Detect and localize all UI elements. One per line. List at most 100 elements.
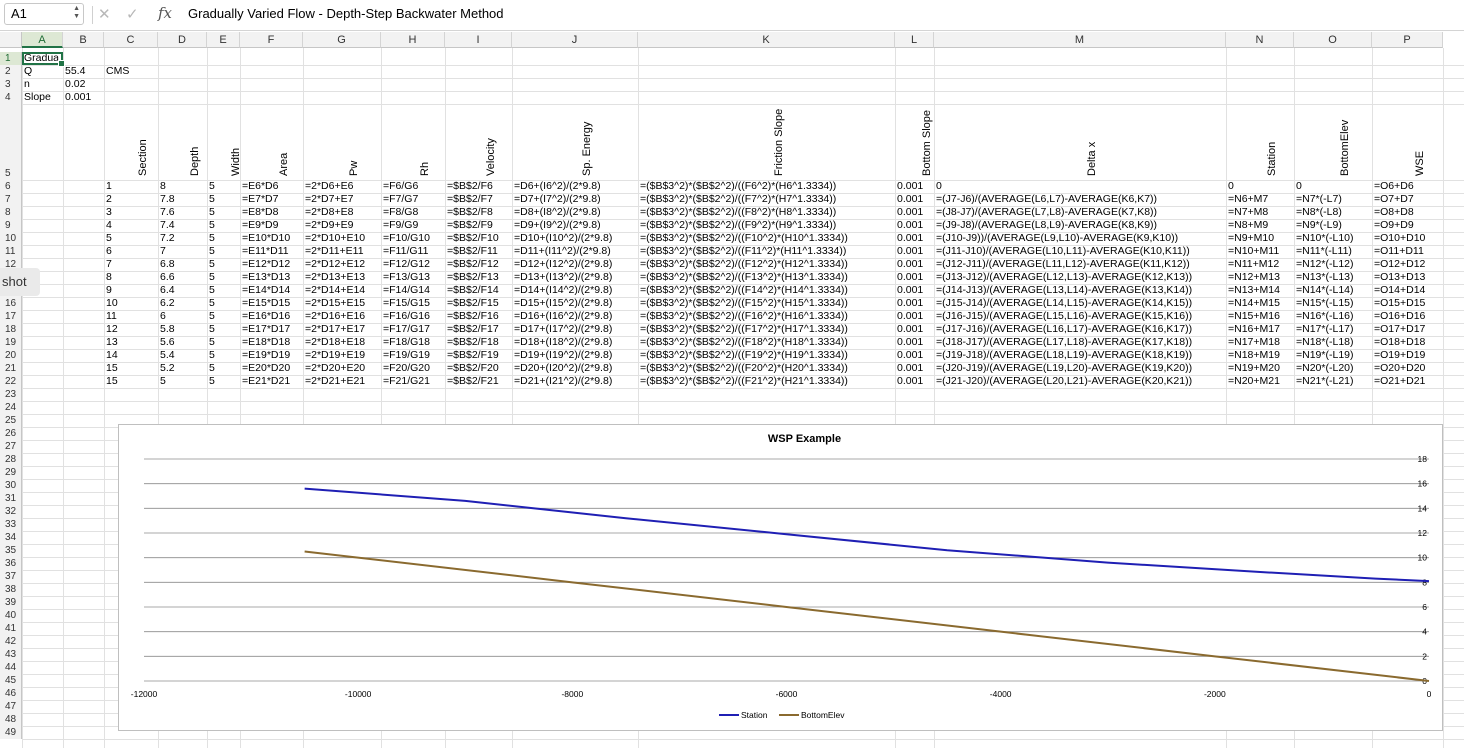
row-header-24[interactable]: 24 [0, 401, 22, 414]
formula-input[interactable]: Gradually Varied Flow - Depth-Step Backw… [188, 6, 504, 21]
row-header-8[interactable]: 8 [0, 206, 22, 219]
cell-k15[interactable]: =($B$3^2)*($B$2^2)/((F15^2)*(H15^1.3334)… [640, 297, 848, 309]
cell-g20[interactable]: =2*D20+E20 [305, 362, 366, 374]
cell-o9[interactable]: =N9*(-L9) [1296, 219, 1342, 231]
cell-j13[interactable]: =D13+(I13^2)/(2*9.8) [514, 271, 613, 283]
row-header-33[interactable]: 33 [0, 518, 22, 531]
cell-e14[interactable]: 5 [209, 284, 215, 296]
column-header-b[interactable]: B [63, 32, 104, 48]
row-header-44[interactable]: 44 [0, 661, 22, 674]
cell-o21[interactable]: =N21*(-L21) [1296, 375, 1354, 387]
row-header-46[interactable]: 46 [0, 687, 22, 700]
cell-c15[interactable]: 10 [106, 297, 118, 309]
cell-f8[interactable]: =E8*D8 [242, 206, 279, 218]
cell-c2[interactable]: CMS [106, 65, 130, 77]
cell-g16[interactable]: =2*D16+E16 [305, 310, 366, 322]
cell-m16[interactable]: =(J16-J15)/(AVERAGE(L15,L16)-AVERAGE(K15… [936, 310, 1193, 322]
row-header-12[interactable]: 12 [0, 258, 22, 271]
cell-k21[interactable]: =($B$3^2)*($B$2^2)/((F21^2)*(H21^1.3334)… [640, 375, 848, 387]
name-box[interactable]: A1 ▲ ▼ [4, 3, 84, 25]
row-header-22[interactable]: 22 [0, 375, 22, 388]
cell-e17[interactable]: 5 [209, 323, 215, 335]
cell-n11[interactable]: =N10+M11 [1228, 245, 1280, 257]
row-header-35[interactable]: 35 [0, 544, 22, 557]
cell-m11[interactable]: =(J11-J10)/(AVERAGE(L10,L11)-AVERAGE(K10… [936, 245, 1190, 257]
header-cell-sp-energy[interactable]: Sp. Energy [512, 48, 638, 178]
cell-h15[interactable]: =F15/G15 [383, 297, 430, 309]
cell-b2[interactable]: 55.4 [65, 65, 86, 77]
column-header-o[interactable]: O [1294, 32, 1372, 48]
row-header-9[interactable]: 9 [0, 219, 22, 232]
cell-h11[interactable]: =F11/G11 [383, 245, 429, 257]
cell-n15[interactable]: =N14+M15 [1228, 297, 1280, 309]
cell-l15[interactable]: 0.001 [897, 297, 924, 309]
cell-n14[interactable]: =N13+M14 [1228, 284, 1280, 296]
cell-f20[interactable]: =E20*D20 [242, 362, 291, 374]
cell-m7[interactable]: =(J7-J6)/(AVERAGE(L6,L7)-AVERAGE(K6,K7)) [936, 193, 1158, 205]
cell-o14[interactable]: =N14*(-L14) [1296, 284, 1354, 296]
cell-l7[interactable]: 0.001 [897, 193, 924, 205]
cell-l12[interactable]: 0.001 [897, 258, 924, 270]
cell-k7[interactable]: =($B$3^2)*($B$2^2)/((F7^2)*(H7^1.3334)) [640, 193, 837, 205]
cell-c8[interactable]: 3 [106, 206, 112, 218]
row-header-4[interactable]: 4 [0, 91, 22, 104]
cell-k11[interactable]: =($B$3^2)*($B$2^2)/((F11^2)*(H11^1.3334)… [640, 245, 847, 257]
cell-d7[interactable]: 7.8 [160, 193, 175, 205]
cell-m15[interactable]: =(J15-J14)/(AVERAGE(L14,L15)-AVERAGE(K14… [936, 297, 1193, 309]
cell-e16[interactable]: 5 [209, 310, 215, 322]
cell-h9[interactable]: =F9/G9 [383, 219, 419, 231]
header-cell-area[interactable]: Area [240, 48, 303, 178]
cell-m8[interactable]: =(J8-J7)/(AVERAGE(L7,L8)-AVERAGE(K7,K8)) [936, 206, 1158, 218]
row-header-27[interactable]: 27 [0, 440, 22, 453]
row-header-21[interactable]: 21 [0, 362, 22, 375]
row-header-25[interactable]: 25 [0, 414, 22, 427]
cell-e20[interactable]: 5 [209, 362, 215, 374]
select-all-corner[interactable] [0, 32, 22, 48]
column-header-h[interactable]: H [381, 32, 445, 48]
cell-g6[interactable]: =2*D6+E6 [305, 180, 354, 192]
cell-f14[interactable]: =E14*D14 [242, 284, 291, 296]
cell-o18[interactable]: =N18*(-L18) [1296, 336, 1354, 348]
cell-g13[interactable]: =2*D13+E13 [305, 271, 366, 283]
row-header-3[interactable]: 3 [0, 78, 22, 91]
cell-p11[interactable]: =O11+D11 [1374, 245, 1424, 257]
cell-o13[interactable]: =N13*(-L13) [1296, 271, 1354, 283]
cell-k12[interactable]: =($B$3^2)*($B$2^2)/((F12^2)*(H12^1.3334)… [640, 258, 848, 270]
cell-k20[interactable]: =($B$3^2)*($B$2^2)/((F20^2)*(H20^1.3334)… [640, 362, 848, 374]
cell-p16[interactable]: =O16+D16 [1374, 310, 1426, 322]
cell-e8[interactable]: 5 [209, 206, 215, 218]
cell-n8[interactable]: =N7+M8 [1228, 206, 1269, 218]
cell-d13[interactable]: 6.6 [160, 271, 175, 283]
cell-e11[interactable]: 5 [209, 245, 215, 257]
cell-g12[interactable]: =2*D12+E12 [305, 258, 366, 270]
cell-j11[interactable]: =D11+(I11^2)/(2*9.8) [514, 245, 611, 257]
cell-h13[interactable]: =F13/G13 [383, 271, 430, 283]
cell-f18[interactable]: =E18*D18 [242, 336, 291, 348]
cell-g11[interactable]: =2*D11+E11 [305, 245, 364, 257]
cell-j6[interactable]: =D6+(I6^2)/(2*9.8) [514, 180, 601, 192]
cell-o8[interactable]: =N8*(-L8) [1296, 206, 1342, 218]
cell-f17[interactable]: =E17*D17 [242, 323, 291, 335]
cell-d11[interactable]: 7 [160, 245, 166, 257]
cell-d17[interactable]: 5.8 [160, 323, 175, 335]
cell-p20[interactable]: =O20+D20 [1374, 362, 1426, 374]
cell-d18[interactable]: 5.6 [160, 336, 175, 348]
cell-p17[interactable]: =O17+D17 [1374, 323, 1426, 335]
cell-l21[interactable]: 0.001 [897, 375, 924, 387]
cell-m20[interactable]: =(J20-J19)/(AVERAGE(L19,L20)-AVERAGE(K19… [936, 362, 1193, 374]
row-header-1[interactable]: 1 [0, 52, 22, 65]
cell-b3[interactable]: 0.02 [65, 78, 86, 90]
cell-j21[interactable]: =D21+(I21^2)/(2*9.8) [514, 375, 613, 387]
cell-j18[interactable]: =D18+(I18^2)/(2*9.8) [514, 336, 613, 348]
row-header-18[interactable]: 18 [0, 323, 22, 336]
cell-h17[interactable]: =F17/G17 [383, 323, 430, 335]
check-icon[interactable]: ✓ [126, 6, 139, 23]
cell-i10[interactable]: =$B$2/F10 [447, 232, 499, 244]
cell-c18[interactable]: 13 [106, 336, 118, 348]
cell-i16[interactable]: =$B$2/F16 [447, 310, 499, 322]
cell-i14[interactable]: =$B$2/F14 [447, 284, 499, 296]
cell-j8[interactable]: =D8+(I8^2)/(2*9.8) [514, 206, 601, 218]
cell-i12[interactable]: =$B$2/F12 [447, 258, 499, 270]
cell-l16[interactable]: 0.001 [897, 310, 924, 322]
cell-j9[interactable]: =D9+(I9^2)/(2*9.8) [514, 219, 601, 231]
